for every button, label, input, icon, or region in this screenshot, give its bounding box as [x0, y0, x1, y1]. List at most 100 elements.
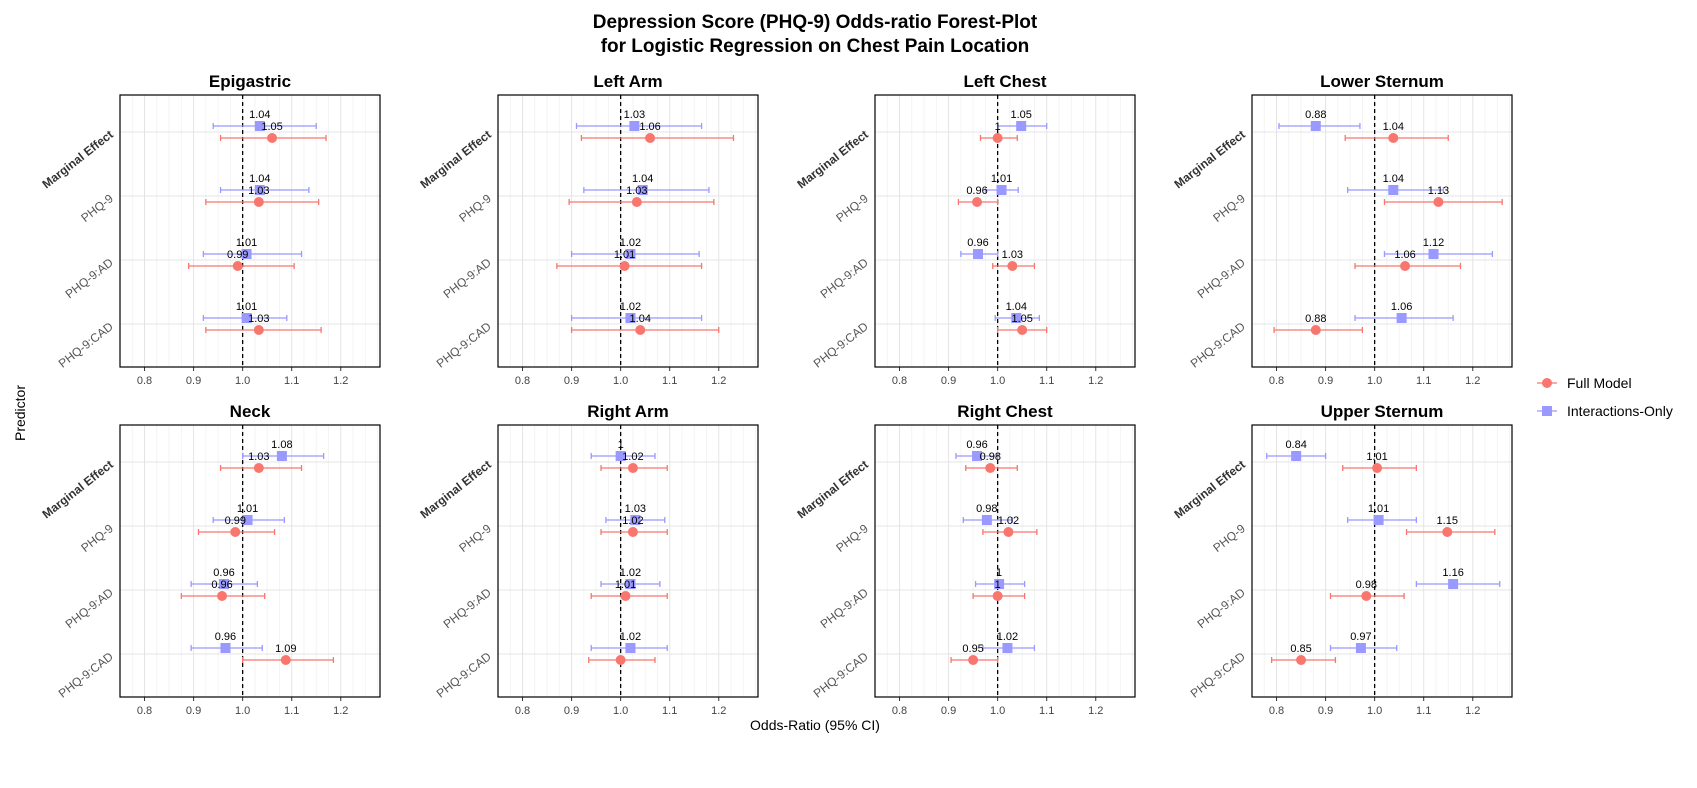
x-tick-label: 1.0	[990, 375, 1005, 387]
y-tick-label-phq-9-ad: PHQ-9:AD	[818, 585, 872, 631]
y-tick-label-marginal-effect: Marginal Effect	[39, 457, 115, 521]
full-model-value-label-phq-9-ad: 0.99	[227, 249, 248, 261]
interactions-only-point-phq-9-cad	[1002, 643, 1013, 653]
x-tick-label: 1.1	[662, 705, 677, 717]
full-model-point-marginal-effect	[1372, 463, 1383, 473]
y-tick-label-phq-9: PHQ-9	[456, 191, 494, 225]
interactions-only-point-phq-9-ad	[1448, 579, 1459, 589]
interactions-only-point-phq-9-ad	[1428, 249, 1439, 259]
x-tick-label: 0.9	[941, 375, 956, 387]
x-tick-label: 0.9	[564, 375, 579, 387]
interactions-only-point-marginal-effect	[276, 451, 287, 461]
full-model-point-phq-9-ad	[620, 591, 631, 601]
interactions-only-value-label-marginal-effect: 1.03	[624, 109, 645, 121]
interactions-only-value-label-phq-9: 1.01	[1368, 503, 1389, 515]
full-model-value-label-phq-9-ad: 1.01	[614, 249, 635, 261]
y-tick-label-marginal-effect: Marginal Effect	[417, 457, 493, 521]
full-model-point-phq-9	[230, 527, 241, 537]
interactions-only-value-label-marginal-effect: 0.88	[1305, 109, 1326, 121]
x-tick-label: 1.0	[613, 705, 628, 717]
interactions-only-point-phq-9	[630, 515, 641, 525]
full-model-value-label-phq-9: 1.02	[998, 515, 1019, 527]
full-model-point-phq-9-cad	[1310, 325, 1321, 335]
full-model-point-phq-9-ad	[1361, 591, 1372, 601]
x-tick-label: 0.9	[1318, 705, 1333, 717]
interactions-only-point-marginal-effect	[1016, 121, 1027, 131]
interactions-only-value-label-marginal-effect: 1.04	[249, 109, 270, 121]
interactions-only-point-marginal-effect	[1291, 451, 1302, 461]
y-tick-label-phq-9-ad: PHQ-9:AD	[1195, 255, 1249, 301]
x-tick-label: 1.2	[333, 375, 348, 387]
full-model-point-phq-9-ad	[232, 261, 243, 271]
interactions-only-point-phq-9	[996, 185, 1007, 195]
full-model-value-label-phq-9-cad: 0.88	[1305, 313, 1326, 325]
interactions-only-point-phq-9-cad	[1396, 313, 1407, 323]
legend-interactions-only-symbol	[1542, 406, 1552, 416]
panel-frame-left-chest	[874, 94, 1136, 368]
interactions-only-value-label-phq-9: 1.01	[237, 503, 258, 515]
y-tick-label-phq-9-cad: PHQ-9:CAD	[811, 649, 871, 700]
interactions-only-value-label-phq-9: 1.04	[1383, 173, 1404, 185]
full-model-value-label-phq-9: 1.03	[248, 185, 269, 197]
y-tick-label-phq-9-cad: PHQ-9:CAD	[811, 319, 871, 370]
x-tick-label: 0.8	[137, 375, 152, 387]
interactions-only-point-phq-9-ad	[241, 249, 252, 259]
interactions-only-value-label-phq-9: 1.04	[632, 173, 653, 185]
panel-title-right-chest: Right Chest	[957, 402, 1053, 421]
x-axis-label: Odds-Ratio (95% CI)	[750, 717, 880, 733]
full-model-point-phq-9	[1433, 197, 1444, 207]
y-tick-label-phq-9-ad: PHQ-9:AD	[441, 255, 495, 301]
x-tick-label: 0.9	[564, 705, 579, 717]
y-tick-label-marginal-effect: Marginal Effect	[39, 127, 115, 191]
x-tick-label: 1.2	[711, 375, 726, 387]
interactions-only-point-marginal-effect	[972, 451, 983, 461]
full-model-value-label-phq-9-cad: 0.95	[962, 643, 983, 655]
interactions-only-value-label-marginal-effect: 0.96	[966, 439, 987, 451]
x-tick-label: 1.1	[1416, 375, 1431, 387]
panel-frame-left-arm	[497, 94, 759, 368]
x-tick-label: 1.1	[1039, 375, 1054, 387]
chart-title-line2: for Logistic Regression on Chest Pain Lo…	[601, 36, 1030, 57]
interactions-only-value-label-phq-9-ad: 0.96	[213, 567, 234, 579]
interactions-only-point-phq-9-cad	[241, 313, 252, 323]
full-model-point-marginal-effect	[645, 133, 656, 143]
full-model-point-phq-9	[1442, 527, 1453, 537]
legend-full-model-symbol	[1542, 378, 1552, 388]
full-model-value-label-phq-9: 1.15	[1437, 515, 1458, 527]
x-tick-label: 1.2	[711, 705, 726, 717]
y-tick-label-phq-9-cad: PHQ-9:CAD	[56, 319, 116, 370]
interactions-only-point-marginal-effect	[629, 121, 640, 131]
y-tick-label-marginal-effect: Marginal Effect	[1171, 127, 1247, 191]
x-tick-label: 1.1	[662, 375, 677, 387]
full-model-value-label-phq-9-cad: 1.03	[248, 313, 269, 325]
x-tick-label: 1.2	[1088, 705, 1103, 717]
y-tick-label-phq-9-ad: PHQ-9:AD	[63, 255, 117, 301]
x-tick-label: 0.9	[1318, 375, 1333, 387]
full-model-point-phq-9	[631, 197, 642, 207]
x-tick-label: 1.0	[990, 705, 1005, 717]
interactions-only-point-marginal-effect	[1310, 121, 1321, 131]
y-tick-label-phq-9: PHQ-9	[1210, 521, 1248, 555]
full-model-point-phq-9-cad	[968, 655, 979, 665]
y-tick-label-phq-9-cad: PHQ-9:CAD	[56, 649, 116, 700]
interactions-only-point-marginal-effect	[254, 121, 265, 131]
full-model-value-label-marginal-effect: 1.02	[622, 451, 643, 463]
full-model-point-marginal-effect	[253, 463, 264, 473]
y-axis-label: Predictor	[12, 385, 28, 441]
full-model-value-label-marginal-effect: 1.06	[639, 121, 660, 133]
chart-title-line1: Depression Score (PHQ-9) Odds-ratio Fore…	[593, 12, 1038, 33]
x-tick-label: 1.2	[333, 705, 348, 717]
full-model-point-phq-9	[1003, 527, 1014, 537]
full-model-point-marginal-effect	[985, 463, 996, 473]
y-tick-label-marginal-effect: Marginal Effect	[417, 127, 493, 191]
full-model-value-label-marginal-effect: 1.04	[1383, 121, 1404, 133]
panel-title-left-chest: Left Chest	[963, 72, 1046, 91]
legend-interactions-only-label: Interactions-Only	[1567, 403, 1673, 419]
interactions-only-value-label-phq-9-ad: 1.12	[1423, 237, 1444, 249]
